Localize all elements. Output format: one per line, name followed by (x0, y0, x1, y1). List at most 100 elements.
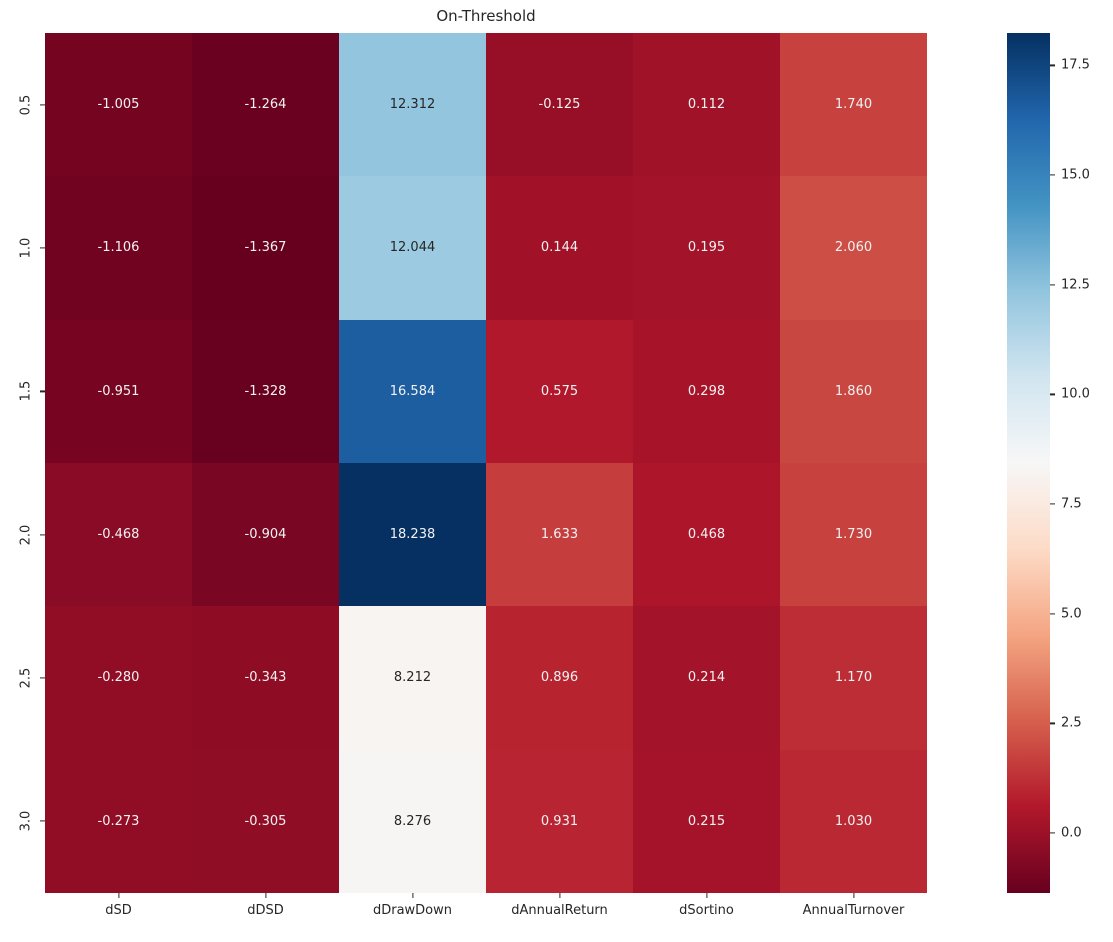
y-tick-label: 0.5 (18, 94, 34, 115)
cell-value: -0.343 (244, 670, 287, 686)
cell-value: 8.212 (393, 670, 432, 686)
heatmap-cell: 1.170 (780, 606, 927, 750)
cell-value: 0.298 (687, 383, 726, 399)
heatmap-cell: 0.112 (633, 33, 780, 177)
colorbar-tick-mark (1050, 503, 1055, 505)
y-tick-label: 2.0 (18, 524, 34, 545)
cell-value: -1.106 (97, 240, 140, 256)
y-tick: 0.5 (0, 33, 45, 176)
cell-value: 0.112 (687, 97, 726, 113)
chart-title: On-Threshold (436, 7, 536, 25)
cell-value: 1.740 (834, 97, 873, 113)
colorbar-axis: 0.0 2.5 5.0 7.5 10.0 12.5 15.0 17.5 (1050, 33, 1112, 893)
cell-value: -0.280 (97, 670, 140, 686)
cell-value: 1.633 (540, 527, 579, 543)
heatmap-cell: 2.060 (780, 176, 927, 320)
colorbar-tick-label: 7.5 (1061, 496, 1082, 512)
x-tick: dDSD (192, 893, 339, 933)
x-tick: dSD (45, 893, 192, 933)
x-tick-label: dAnnualReturn (511, 903, 608, 918)
heatmap-cell: 0.195 (633, 176, 780, 320)
heatmap-cell: -1.367 (192, 176, 339, 320)
heatmap-cell: -1.328 (192, 319, 339, 463)
cell-value: 0.214 (687, 670, 726, 686)
y-tick-mark (40, 534, 45, 536)
y-tick: 2.0 (0, 463, 45, 606)
cell-value: -0.904 (244, 527, 287, 543)
y-tick-mark (40, 390, 45, 392)
heatmap-cell: 0.896 (486, 606, 633, 750)
y-tick-mark (40, 677, 45, 679)
colorbar-tick-mark (1050, 284, 1055, 286)
cell-value: 0.215 (687, 813, 726, 829)
cell-value: 12.044 (389, 240, 436, 256)
heatmap-cell: 8.212 (339, 606, 486, 750)
y-axis: 0.5 1.0 1.5 2.0 2.5 3.0 (0, 33, 45, 893)
x-tick: dDrawDown (339, 893, 486, 933)
heatmap-cell: 1.030 (780, 749, 927, 893)
y-tick-label: 3.0 (18, 810, 34, 832)
heatmap-cell: -0.343 (192, 606, 339, 750)
heatmap-cell: -0.468 (45, 462, 192, 607)
x-tick-label: dDSD (247, 903, 284, 918)
heatmap-cell: 12.312 (339, 33, 486, 177)
colorbar-tick-label: 5.0 (1061, 606, 1082, 622)
y-tick: 1.0 (0, 176, 45, 319)
cell-value: 0.896 (540, 670, 579, 686)
heatmap-cell: -1.005 (45, 33, 192, 177)
cell-value: 12.312 (389, 97, 436, 113)
y-tick-mark (40, 104, 45, 106)
heatmap-cell: 1.860 (780, 319, 927, 463)
colorbar-tick-label: 12.5 (1061, 277, 1090, 293)
cell-value: 2.060 (834, 240, 873, 256)
x-tick: AnnualTurnover (780, 893, 927, 933)
colorbar-tick-mark (1050, 832, 1055, 834)
y-tick: 1.5 (0, 320, 45, 463)
colorbar-tick-mark (1050, 722, 1055, 724)
heatmap-cell: 1.740 (780, 33, 927, 177)
heatmap-cell: -0.305 (192, 749, 339, 893)
cell-value: 0.144 (540, 240, 579, 256)
cell-value: -1.005 (97, 97, 140, 113)
cell-value: 1.730 (834, 527, 873, 543)
cell-value: 1.860 (834, 383, 873, 399)
cell-value: -1.328 (244, 383, 287, 399)
x-tick-label: AnnualTurnover (802, 903, 905, 918)
heatmap-cell: -0.904 (192, 462, 339, 607)
x-tick-mark (558, 893, 561, 898)
colorbar-tick-label: 15.0 (1061, 167, 1090, 183)
heatmap-cell: 0.214 (633, 606, 780, 750)
cell-value: 0.575 (540, 383, 579, 399)
colorbar-tick-mark (1050, 174, 1055, 176)
x-tick-mark (411, 893, 414, 898)
cell-value: 0.468 (687, 527, 726, 543)
heatmap-cell: 0.468 (633, 462, 780, 607)
colorbar-tick-label: 2.5 (1061, 715, 1082, 731)
cell-value: 18.238 (389, 527, 436, 543)
cell-value: -1.264 (244, 97, 287, 113)
heatmap-cell: 18.238 (339, 462, 486, 607)
cell-value: -1.367 (244, 240, 287, 256)
heatmap-cell: 12.044 (339, 176, 486, 320)
colorbar-tick-mark (1050, 64, 1055, 66)
x-tick-label: dDrawDown (372, 903, 453, 918)
y-tick-mark (40, 247, 45, 249)
x-tick-mark (705, 893, 708, 898)
heatmap-cell: -0.125 (486, 33, 633, 177)
cell-value: 1.170 (834, 670, 873, 686)
cell-value: 16.584 (389, 383, 436, 399)
x-tick-mark (852, 893, 855, 898)
heatmap-cell: 8.276 (339, 749, 486, 893)
cell-value: -0.951 (97, 383, 140, 399)
heatmap-cell: 16.584 (339, 319, 486, 463)
cell-value: 8.276 (393, 813, 432, 829)
heatmap-cell: -0.280 (45, 606, 192, 750)
cell-value: 0.931 (540, 813, 579, 829)
y-tick-label: 1.0 (18, 237, 34, 259)
x-tick-mark (117, 893, 120, 898)
heatmap-cell: 0.575 (486, 319, 633, 463)
y-tick-label: 1.5 (18, 380, 34, 402)
heatmap-cell: -0.273 (45, 749, 192, 893)
heatmap-cell: -1.264 (192, 33, 339, 177)
